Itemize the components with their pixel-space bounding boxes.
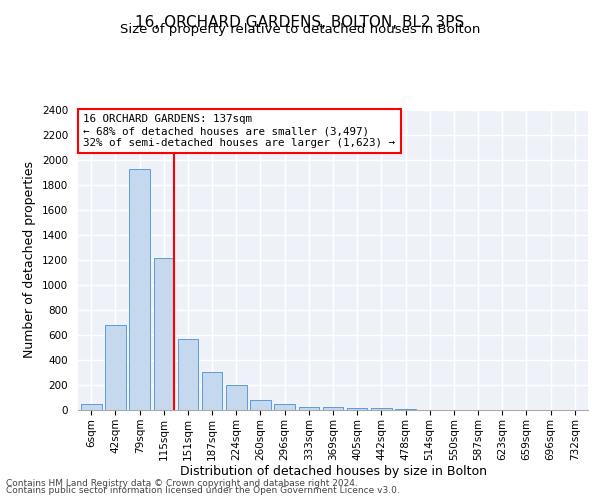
Bar (130, 169, 150, 410)
Text: 16, ORCHARD GARDENS, BOLTON, BL2 3PS: 16, ORCHARD GARDENS, BOLTON, BL2 3PS (136, 15, 464, 30)
X-axis label: Distribution of detached houses by size in Bolton: Distribution of detached houses by size … (179, 466, 487, 478)
Bar (154, 258, 174, 410)
Bar (395, 409, 416, 410)
Bar (347, 408, 367, 410)
Bar (323, 407, 343, 410)
Text: Contains HM Land Registry data © Crown copyright and database right 2024.: Contains HM Land Registry data © Crown c… (6, 478, 358, 488)
Bar (274, 404, 295, 410)
Bar (250, 400, 271, 410)
Bar (105, 325, 126, 410)
Text: 16 ORCHARD GARDENS: 137sqm
← 68% of detached houses are smaller (3,497)
32% of s: 16 ORCHARD GARDENS: 137sqm ← 68% of deta… (83, 114, 395, 148)
Bar (226, 385, 247, 410)
Bar (371, 408, 392, 410)
Bar (202, 372, 223, 410)
Text: Contains public sector information licensed under the Open Government Licence v3: Contains public sector information licen… (6, 486, 400, 495)
Bar (299, 407, 319, 410)
Bar (178, 339, 198, 410)
Text: Size of property relative to detached houses in Bolton: Size of property relative to detached ho… (120, 22, 480, 36)
Y-axis label: Number of detached properties: Number of detached properties (23, 162, 37, 358)
Bar (81, 404, 101, 410)
